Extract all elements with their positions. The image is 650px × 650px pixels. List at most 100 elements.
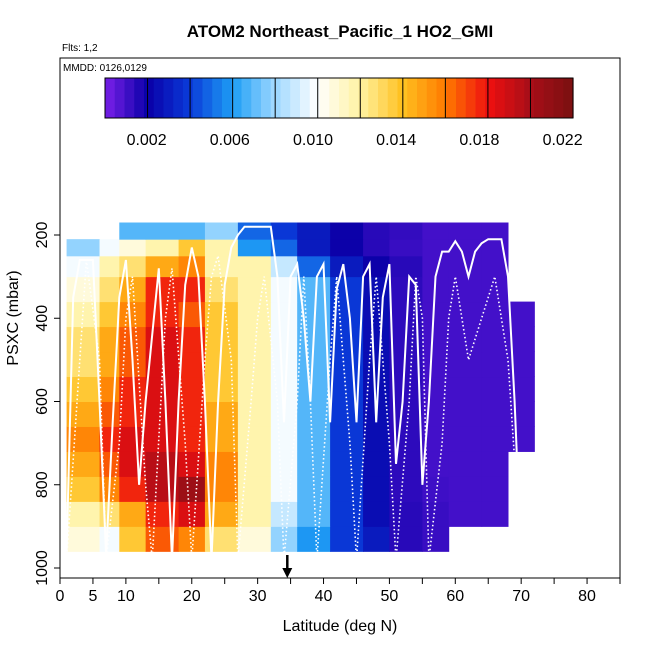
heatmap-cell	[145, 476, 180, 502]
x-tick-label: 50	[381, 588, 399, 605]
heatmap-cell	[508, 426, 535, 452]
heatmap-cell	[145, 239, 180, 257]
heatmap-cell	[119, 301, 147, 328]
marker-head	[282, 568, 293, 578]
heatmap-cell	[297, 351, 331, 378]
heatmap-cell	[363, 501, 390, 527]
heatmap-cell	[99, 239, 120, 257]
colorbar-segment	[426, 78, 438, 118]
heatmap-cell	[145, 426, 180, 452]
heatmap-cell	[66, 376, 101, 402]
heatmap-cell	[448, 351, 483, 378]
colorbar-segment	[222, 78, 233, 118]
heatmap-cell	[330, 476, 364, 502]
heatmap-cell	[330, 501, 364, 527]
y-tick-label: 800	[34, 471, 51, 498]
colorbar-segment	[300, 78, 311, 118]
heatmap-cell	[481, 276, 509, 303]
colorbar-segment	[202, 78, 213, 118]
colorbar-segment	[114, 78, 126, 118]
colorbar-segment	[485, 78, 496, 118]
heatmap-cell	[422, 255, 450, 278]
colorbar-tick-label: 0.010	[293, 132, 333, 149]
heatmap-cell	[448, 376, 483, 402]
heatmap-cell	[237, 376, 272, 402]
heatmap-cell	[204, 451, 239, 477]
colorbar-segment	[348, 78, 360, 118]
latitude-marker-arrow	[282, 555, 293, 578]
heatmap-cell	[297, 526, 331, 552]
heatmap-cell	[99, 501, 120, 527]
colorbar-tick-label: 0.022	[543, 132, 583, 149]
heatmap-cell	[66, 401, 101, 427]
colorbar-segment	[251, 78, 262, 118]
colorbar-segment	[504, 78, 516, 118]
colorbar-segment	[261, 78, 272, 118]
heatmap-cell	[119, 222, 147, 240]
heatmap-cell	[99, 426, 120, 452]
heatmap-cell	[237, 255, 272, 278]
heatmap-cell	[270, 351, 298, 378]
colorbar-segment	[163, 78, 174, 118]
heatmap-cell	[389, 239, 423, 257]
colorbar-segment	[436, 78, 447, 118]
colorbar-segment	[368, 78, 379, 118]
heatmap-cell	[389, 222, 423, 240]
heatmap-cell	[204, 376, 239, 402]
colorbar-segment	[144, 78, 155, 118]
heatmap-cell	[363, 255, 390, 278]
heatmap-cell	[99, 401, 120, 427]
heatmap-cell	[119, 476, 147, 502]
heatmap-cell	[330, 222, 364, 240]
heatmap-cell	[297, 222, 331, 240]
heatmap-cell	[204, 426, 239, 452]
heatmap-cell	[481, 501, 509, 527]
heatmap-cell	[178, 222, 206, 240]
flight-tracks	[65, 225, 523, 560]
heatmap-cell	[270, 276, 298, 303]
y-axis-label: PSXC (mbar)	[5, 270, 22, 365]
heatmap-cell	[66, 451, 101, 477]
colorbar-tick-label: 0.006	[210, 132, 250, 149]
colorbar-segment	[212, 78, 223, 118]
heatmap-cell	[448, 401, 483, 427]
heatmap-cell	[270, 239, 298, 257]
heatmap-cell	[481, 426, 509, 452]
colorbar-segment	[563, 78, 574, 118]
chart-title: ATOM2 Northeast_Pacific_1 HO2_GMI	[187, 22, 493, 41]
heatmap-cell	[481, 326, 509, 353]
dates-label: MMDD: 0126,0129	[63, 63, 147, 74]
heatmap-cell	[422, 326, 450, 353]
heatmap-cell	[330, 326, 364, 353]
heatmap-cell	[448, 501, 483, 527]
colorbar-segment	[534, 78, 545, 118]
heatmap-cell	[481, 255, 509, 278]
heatmap-cell	[237, 401, 272, 427]
heatmap-cell	[145, 222, 180, 240]
x-tick-label: 80	[578, 588, 596, 605]
colorbar-segment	[290, 78, 301, 118]
heatmap-cell	[330, 426, 364, 452]
heatmap-cell	[237, 222, 272, 240]
heatmap-cell	[389, 255, 423, 278]
x-tick-label: 60	[446, 588, 464, 605]
heatmap-cell	[66, 426, 101, 452]
heatmap-cell	[178, 526, 206, 552]
heatmap-cell	[389, 476, 423, 502]
heatmap-cell	[270, 301, 298, 328]
colorbar-segment	[465, 78, 477, 118]
colorbar-ticks: 0.002 0.006 0.010 0.014 0.018 0.022	[127, 132, 583, 149]
heatmap-cell	[237, 426, 272, 452]
heatmap-cell	[178, 376, 206, 402]
heatmap-cell	[363, 451, 390, 477]
colorbar-segment	[417, 78, 428, 118]
heatmap-cell	[270, 326, 298, 353]
x-tick-label: 10	[117, 588, 135, 605]
heatmap-cell	[145, 451, 180, 477]
heatmap-cell	[297, 501, 331, 527]
x-tick-label: 70	[512, 588, 530, 605]
heatmap-cell	[178, 255, 206, 278]
heatmap-cell	[363, 426, 390, 452]
heatmap-cell	[119, 326, 147, 353]
heatmap-cell	[389, 526, 423, 552]
